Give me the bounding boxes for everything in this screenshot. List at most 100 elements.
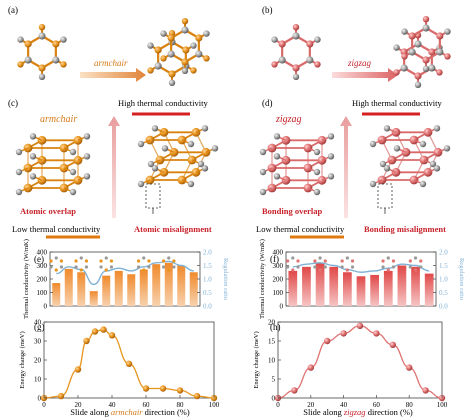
- bar: [127, 274, 136, 306]
- x-tick-label: 40: [109, 401, 117, 409]
- overlap-d-atom: [317, 155, 327, 165]
- zigzag-single-terminal-atom: [271, 61, 278, 68]
- thumbnail-atom: [291, 268, 295, 272]
- armchair-top-terminal-atom: [160, 55, 167, 62]
- thumbnail-atom: [79, 256, 83, 260]
- plot-frame: [277, 321, 443, 399]
- data-point: [373, 330, 380, 337]
- y-tick-label: 0: [272, 395, 276, 403]
- panel-g-xlabel: Slide along armchair direction (%): [70, 407, 190, 417]
- y-tick-label: 100: [273, 289, 284, 297]
- armchair-single-ring-atom: [52, 56, 60, 64]
- panel-d-letter: (d): [262, 98, 273, 108]
- x-tick-label: 20: [75, 401, 83, 409]
- x-tick-label: 80: [406, 401, 414, 409]
- overlap-d-terminal-atom: [259, 188, 267, 196]
- misalign-c-atom: [201, 147, 211, 157]
- zigzag-single-terminal-atom: [292, 24, 300, 31]
- y-tick-label: 300: [273, 262, 284, 270]
- up-arrow-d: [340, 116, 352, 218]
- x-tick-label: 20: [307, 401, 315, 409]
- misalign-d-atom: [391, 167, 401, 177]
- overlap-c-atom: [73, 155, 83, 165]
- bar: [288, 270, 298, 306]
- misalign-d-terminal-atom: [433, 125, 441, 132]
- zigzag-molecule-bilayer: [393, 16, 451, 89]
- bonding-overlap-structure: [259, 133, 335, 196]
- data-point: [406, 364, 413, 371]
- thumbnail-atom: [136, 265, 141, 269]
- misalign-c-terminal-atom: [137, 180, 145, 188]
- x-tick-label: 100: [437, 401, 448, 409]
- armchair-bottom-terminal-atom: [190, 67, 197, 74]
- overlap-d-terminal-atom: [327, 173, 335, 180]
- overlap-c-atom: [73, 175, 83, 185]
- y2-tick-label: 1.0: [439, 276, 448, 284]
- panel-c-letter: (c): [8, 98, 18, 108]
- armchair-top-terminal-atom: [203, 30, 210, 37]
- thumbnail-atom: [313, 259, 317, 263]
- y-tick-label: 30: [34, 338, 42, 346]
- zigzag-top-terminal-atom: [422, 16, 430, 23]
- thumbnail-atom: [99, 265, 103, 269]
- x-tick-label: 100: [209, 401, 220, 409]
- y-axis-label: Energy change (meV): [253, 331, 260, 388]
- data-point: [291, 387, 298, 394]
- bar: [397, 265, 407, 306]
- zigzag-single-ring-atom: [306, 56, 314, 64]
- data-point: [422, 387, 429, 394]
- panel-a-letter: (a): [8, 5, 18, 15]
- y-axis-label: Energy change (meV): [19, 331, 26, 388]
- armchair-single-terminal-atom: [38, 73, 46, 81]
- data-point: [83, 337, 90, 345]
- thumbnail-atom: [104, 256, 108, 260]
- thumbnail-atom: [296, 259, 300, 263]
- bar: [64, 268, 73, 306]
- zigzag-top-ring-atom: [422, 24, 430, 32]
- y-axis-label: Thermal conductivity (W/mK): [23, 239, 30, 319]
- atomic-overlap-structure: [15, 133, 91, 196]
- zigzag-bottom-ring-atom: [414, 40, 422, 48]
- y2-tick-label: 1.5: [439, 262, 448, 270]
- ratio-curve: [56, 260, 194, 286]
- data-point: [57, 392, 65, 400]
- thumbnail-atom: [49, 265, 53, 269]
- y2-tick-label: 0.5: [203, 289, 212, 297]
- bar: [114, 270, 123, 306]
- misalign-d-terminal-atom: [369, 180, 377, 188]
- arrow-b: [332, 68, 398, 82]
- armchair-single-ring-atom: [24, 56, 32, 64]
- panel-c: (c) armchair High thermal conductivity A…: [8, 98, 219, 239]
- chart-f: 0 100 200 300 400 0.0 0.5 1.0 1.5 2.0 Thermal cond…: [259, 239, 465, 319]
- overlap-c-atom: [37, 135, 47, 145]
- misalign-c-terminal-atom: [201, 125, 209, 132]
- zigzag-top-terminal-atom: [401, 28, 408, 35]
- thumbnail-atom: [413, 256, 418, 260]
- overlap-d-terminal-atom: [313, 188, 321, 196]
- y2-tick-label: 0.0: [439, 303, 448, 311]
- misalign-d-terminal-atom: [433, 165, 441, 172]
- y-tick-label: 200: [273, 276, 284, 284]
- thumbnail-atom: [54, 256, 58, 260]
- zigzag-top-ring-atom: [436, 32, 444, 40]
- y-tick-label: 0: [38, 395, 42, 403]
- thumbnail-atom: [408, 265, 412, 269]
- misalign-c-terminal-atom: [211, 145, 219, 152]
- zigzag-molecule-single: [271, 24, 321, 81]
- zigzag-bottom-terminal-atom: [393, 69, 400, 76]
- overlap-d-atom: [281, 135, 291, 145]
- data-point: [91, 328, 99, 335]
- misalign-d-terminal-atom: [383, 125, 391, 132]
- zigzag-top-ring-atom: [422, 56, 430, 64]
- misalign-d-terminal-atom: [383, 165, 391, 172]
- thumbnail-atom: [172, 265, 176, 269]
- thumbnail-atom: [49, 259, 53, 263]
- y-tick-label: 0: [44, 303, 48, 311]
- thumbnail-atom: [104, 268, 108, 272]
- y-tick-label: 200: [37, 276, 48, 284]
- bar: [315, 262, 325, 306]
- zigzag-single-terminal-atom: [314, 36, 321, 43]
- thumbnail-atom: [147, 265, 151, 269]
- misalign-d-terminal-atom: [379, 160, 387, 168]
